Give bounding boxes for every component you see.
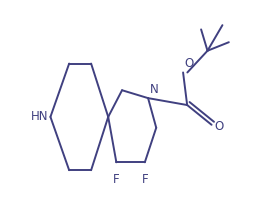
Text: O: O <box>184 57 193 70</box>
Text: F: F <box>141 173 148 186</box>
Text: HN: HN <box>31 110 48 123</box>
Text: F: F <box>113 173 120 186</box>
Text: O: O <box>215 120 224 133</box>
Text: N: N <box>150 83 159 96</box>
